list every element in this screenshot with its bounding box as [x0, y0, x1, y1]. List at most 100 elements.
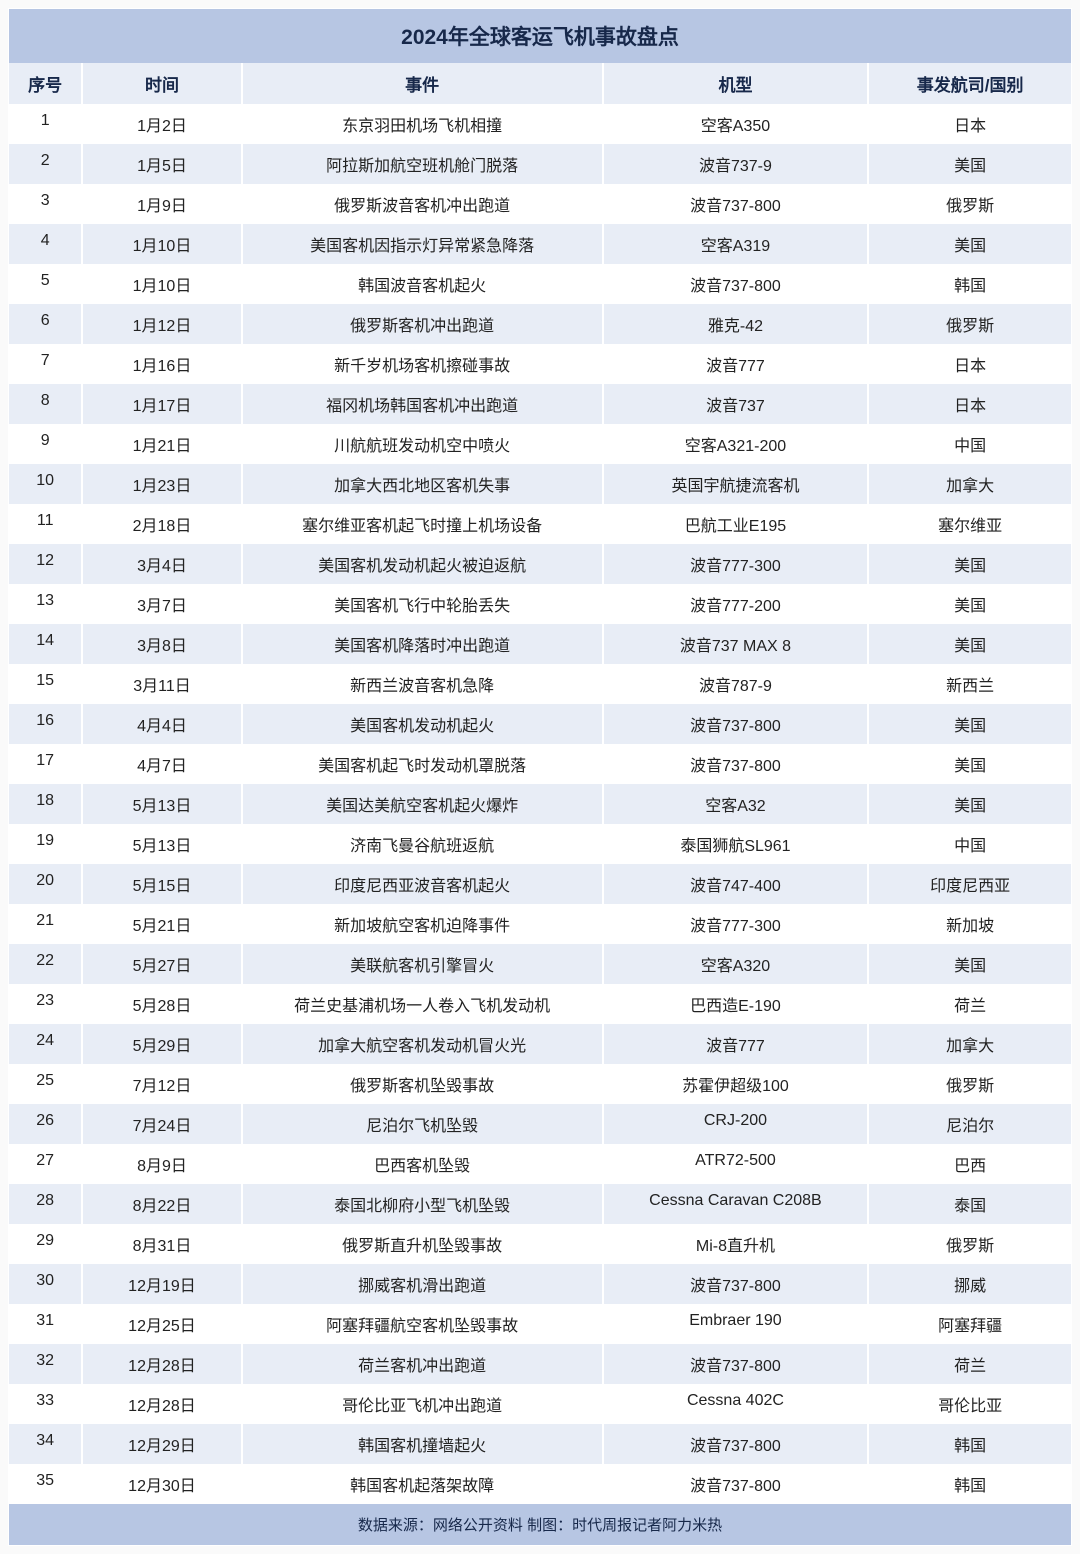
cell-country: 俄罗斯: [869, 304, 1071, 344]
cell-date: 5月28日: [83, 984, 242, 1024]
table-body: 11月2日东京羽田机场飞机相撞空客A350日本21月5日阿拉斯加航空班机舱门脱落…: [9, 104, 1071, 1504]
cell-model: 波音737-9: [604, 144, 870, 184]
table-row: 112月18日塞尔维亚客机起飞时撞上机场设备巴航工业E195塞尔维亚: [9, 504, 1071, 544]
cell-event: 新加坡航空客机迫降事件: [243, 904, 604, 944]
cell-country: 俄罗斯: [869, 1224, 1071, 1264]
cell-event: 美国客机降落时冲出跑道: [243, 624, 604, 664]
cell-model: 雅克-42: [604, 304, 870, 344]
cell-idx: 14: [9, 624, 83, 664]
table-row: 215月21日新加坡航空客机迫降事件波音777-300新加坡: [9, 904, 1071, 944]
cell-event: 巴西客机坠毁: [243, 1144, 604, 1184]
cell-idx: 18: [9, 784, 83, 824]
cell-country: 中国: [869, 824, 1071, 864]
cell-date: 1月10日: [83, 264, 242, 304]
cell-event: 美联航客机引擎冒火: [243, 944, 604, 984]
table-row: 288月22日泰国北柳府小型飞机坠毁Cessna Caravan C208B泰国: [9, 1184, 1071, 1224]
table-row: 31月9日俄罗斯波音客机冲出跑道波音737-800俄罗斯: [9, 184, 1071, 224]
table-row: 11月2日东京羽田机场飞机相撞空客A350日本: [9, 104, 1071, 144]
cell-country: 韩国: [869, 264, 1071, 304]
cell-idx: 34: [9, 1424, 83, 1464]
cell-idx: 4: [9, 224, 83, 264]
cell-country: 美国: [869, 624, 1071, 664]
cell-date: 5月27日: [83, 944, 242, 984]
cell-country: 挪威: [869, 1264, 1071, 1304]
cell-country: 美国: [869, 584, 1071, 624]
table-row: 3012月19日挪威客机滑出跑道波音737-800挪威: [9, 1264, 1071, 1304]
table-row: 61月12日俄罗斯客机冲出跑道雅克-42俄罗斯: [9, 304, 1071, 344]
cell-event: 俄罗斯波音客机冲出跑道: [243, 184, 604, 224]
table-title: 2024年全球客运飞机事故盘点: [9, 9, 1071, 63]
cell-idx: 10: [9, 464, 83, 504]
cell-idx: 11: [9, 504, 83, 544]
cell-event: 俄罗斯客机坠毁事故: [243, 1064, 604, 1104]
cell-date: 1月2日: [83, 104, 242, 144]
cell-model: 空客A319: [604, 224, 870, 264]
cell-idx: 23: [9, 984, 83, 1024]
cell-country: 印度尼西亚: [869, 864, 1071, 904]
table-row: 71月16日新千岁机场客机擦碰事故波音777日本: [9, 344, 1071, 384]
incident-table: 2024年全球客运飞机事故盘点 序号 时间 事件 机型 事发航司/国别 11月2…: [8, 8, 1072, 1546]
cell-date: 12月28日: [83, 1384, 242, 1424]
cell-country: 加拿大: [869, 1024, 1071, 1064]
cell-model: 英国宇航捷流客机: [604, 464, 870, 504]
cell-idx: 28: [9, 1184, 83, 1224]
cell-date: 12月19日: [83, 1264, 242, 1304]
cell-model: Mi-8直升机: [604, 1224, 870, 1264]
cell-event: 美国客机因指示灯异常紧急降落: [243, 224, 604, 264]
cell-model: 空客A350: [604, 104, 870, 144]
cell-idx: 7: [9, 344, 83, 384]
cell-event: 美国客机发动机起火被迫返航: [243, 544, 604, 584]
table-row: 91月21日川航航班发动机空中喷火空客A321-200中国: [9, 424, 1071, 464]
cell-idx: 24: [9, 1024, 83, 1064]
cell-country: 荷兰: [869, 1344, 1071, 1384]
table-row: 3212月28日荷兰客机冲出跑道波音737-800荷兰: [9, 1344, 1071, 1384]
cell-idx: 31: [9, 1304, 83, 1344]
cell-idx: 12: [9, 544, 83, 584]
cell-event: 荷兰客机冲出跑道: [243, 1344, 604, 1384]
col-header-event: 事件: [243, 63, 604, 104]
cell-country: 新加坡: [869, 904, 1071, 944]
cell-country: 美国: [869, 544, 1071, 584]
cell-country: 中国: [869, 424, 1071, 464]
cell-date: 8月22日: [83, 1184, 242, 1224]
cell-model: 波音737-800: [604, 184, 870, 224]
cell-model: Cessna 402C: [604, 1384, 870, 1424]
cell-event: 塞尔维亚客机起飞时撞上机场设备: [243, 504, 604, 544]
cell-date: 3月4日: [83, 544, 242, 584]
cell-model: 空客A32: [604, 784, 870, 824]
cell-model: ATR72-500: [604, 1144, 870, 1184]
table-header-row: 序号 时间 事件 机型 事发航司/国别: [9, 63, 1071, 104]
cell-event: 阿塞拜疆航空客机坠毁事故: [243, 1304, 604, 1344]
cell-country: 俄罗斯: [869, 1064, 1071, 1104]
cell-date: 2月18日: [83, 504, 242, 544]
table-row: 185月13日美国达美航空客机起火爆炸空客A32美国: [9, 784, 1071, 824]
cell-model: 波音777: [604, 344, 870, 384]
cell-idx: 32: [9, 1344, 83, 1384]
table-row: 153月11日新西兰波音客机急降波音787-9新西兰: [9, 664, 1071, 704]
cell-event: 俄罗斯客机冲出跑道: [243, 304, 604, 344]
cell-idx: 22: [9, 944, 83, 984]
cell-model: 波音737-800: [604, 1464, 870, 1504]
cell-date: 1月10日: [83, 224, 242, 264]
cell-date: 8月9日: [83, 1144, 242, 1184]
cell-country: 荷兰: [869, 984, 1071, 1024]
cell-date: 3月11日: [83, 664, 242, 704]
cell-event: 韩国客机撞墙起火: [243, 1424, 604, 1464]
cell-date: 12月30日: [83, 1464, 242, 1504]
cell-model: 波音777-300: [604, 904, 870, 944]
cell-event: 挪威客机滑出跑道: [243, 1264, 604, 1304]
cell-date: 4月4日: [83, 704, 242, 744]
table-row: 205月15日印度尼西亚波音客机起火波音747-400印度尼西亚: [9, 864, 1071, 904]
cell-date: 1月16日: [83, 344, 242, 384]
cell-idx: 9: [9, 424, 83, 464]
cell-event: 荷兰史基浦机场一人卷入飞机发动机: [243, 984, 604, 1024]
cell-model: Cessna Caravan C208B: [604, 1184, 870, 1224]
cell-event: 美国客机起飞时发动机罩脱落: [243, 744, 604, 784]
table-row: 123月4日美国客机发动机起火被迫返航波音777-300美国: [9, 544, 1071, 584]
cell-country: 美国: [869, 744, 1071, 784]
cell-date: 1月21日: [83, 424, 242, 464]
cell-idx: 21: [9, 904, 83, 944]
cell-date: 3月8日: [83, 624, 242, 664]
table-row: 143月8日美国客机降落时冲出跑道波音737 MAX 8美国: [9, 624, 1071, 664]
cell-idx: 25: [9, 1064, 83, 1104]
